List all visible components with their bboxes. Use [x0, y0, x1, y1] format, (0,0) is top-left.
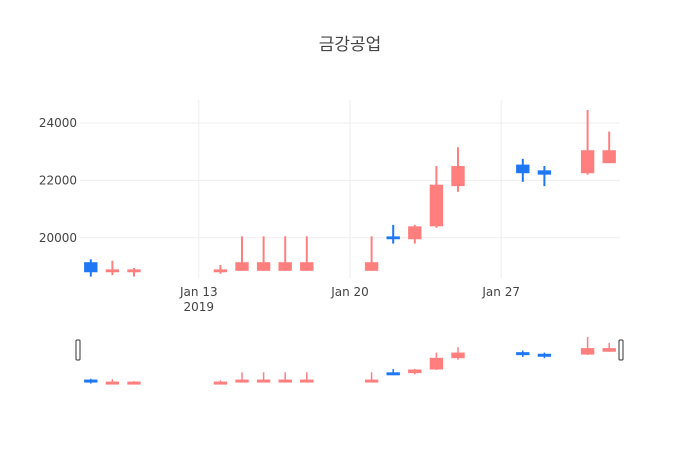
candle-body	[580, 150, 595, 174]
y-tick-label: 20000	[39, 231, 77, 245]
x-tick-label: Jan 20	[330, 285, 369, 299]
slider-candle	[386, 369, 400, 376]
chart-title: 금강공업	[318, 35, 382, 55]
candle-body	[386, 236, 400, 240]
slider-candle-body	[364, 379, 379, 383]
candle	[256, 236, 271, 271]
candle	[451, 147, 465, 192]
main-candles	[84, 110, 616, 277]
slider-candle	[580, 336, 595, 355]
range-slider[interactable]	[84, 336, 616, 385]
slider-candle-body	[516, 352, 530, 356]
slider-candle	[516, 350, 530, 357]
slider-candle	[429, 352, 444, 370]
slider-candle-body	[602, 348, 616, 352]
candle	[429, 166, 444, 228]
candle	[127, 267, 141, 277]
slider-candle-body	[105, 381, 120, 385]
slider-candle-body	[429, 357, 444, 370]
slider-candle-body	[408, 369, 422, 374]
range-slider-left-handle[interactable]	[75, 339, 81, 361]
candle-body	[84, 262, 98, 273]
slider-candle-body	[127, 381, 141, 385]
candle	[580, 110, 595, 175]
slider-candle	[127, 381, 141, 385]
candle-body	[429, 184, 444, 227]
candle-body	[213, 269, 228, 273]
slider-candle-body	[451, 352, 465, 359]
slider-candle-body	[386, 372, 400, 376]
candle-body	[300, 262, 314, 271]
candle-body	[516, 164, 530, 174]
slider-candle	[256, 372, 271, 383]
candle	[602, 131, 616, 164]
candle	[105, 260, 120, 276]
candle-body	[408, 226, 422, 240]
grid-lines	[80, 100, 620, 278]
slider-candle	[537, 352, 552, 359]
candle	[300, 236, 314, 271]
slider-candle	[408, 369, 422, 375]
range-slider-frame[interactable]	[80, 322, 620, 380]
candle-body	[451, 166, 465, 187]
candle-body	[127, 269, 141, 273]
slider-candle-body	[235, 379, 249, 383]
slider-candle	[84, 378, 98, 384]
y-tick-label: 22000	[39, 173, 77, 187]
candle-body	[602, 150, 616, 164]
slider-candle	[602, 342, 616, 352]
slider-candle	[364, 372, 379, 383]
slider-candle	[451, 347, 465, 360]
candle-body	[364, 262, 379, 271]
slider-candle	[235, 372, 249, 383]
candle	[408, 224, 422, 244]
y-tick-label: 24000	[39, 116, 77, 130]
slider-candle	[213, 380, 228, 385]
candle	[235, 236, 249, 271]
slider-candle-body	[213, 381, 228, 385]
candle-body	[235, 262, 249, 271]
range-slider-handles[interactable]	[75, 339, 624, 361]
x-tick-sublabel: 2019	[184, 300, 215, 314]
candle-body	[256, 262, 271, 271]
range-slider-right-handle[interactable]	[618, 339, 624, 361]
slider-candle	[300, 372, 314, 383]
candle	[84, 259, 98, 277]
candle-body	[105, 269, 120, 273]
slider-candle-body	[300, 379, 314, 383]
slider-candle	[105, 379, 120, 385]
candle	[516, 158, 530, 182]
candle-body	[537, 170, 552, 175]
candle	[537, 166, 552, 187]
x-tick-label: Jan 13	[179, 285, 218, 299]
candle-body	[278, 262, 292, 271]
slider-candle	[278, 372, 292, 383]
slider-candle-body	[278, 379, 292, 383]
candle	[386, 224, 400, 244]
slider-candle-body	[580, 348, 595, 355]
slider-candle-body	[537, 353, 552, 357]
x-tick-label: Jan 27	[481, 285, 520, 299]
candle	[278, 236, 292, 271]
candle	[213, 265, 228, 274]
slider-candle-body	[256, 379, 271, 383]
slider-candle-body	[84, 379, 98, 383]
candle	[364, 236, 379, 271]
